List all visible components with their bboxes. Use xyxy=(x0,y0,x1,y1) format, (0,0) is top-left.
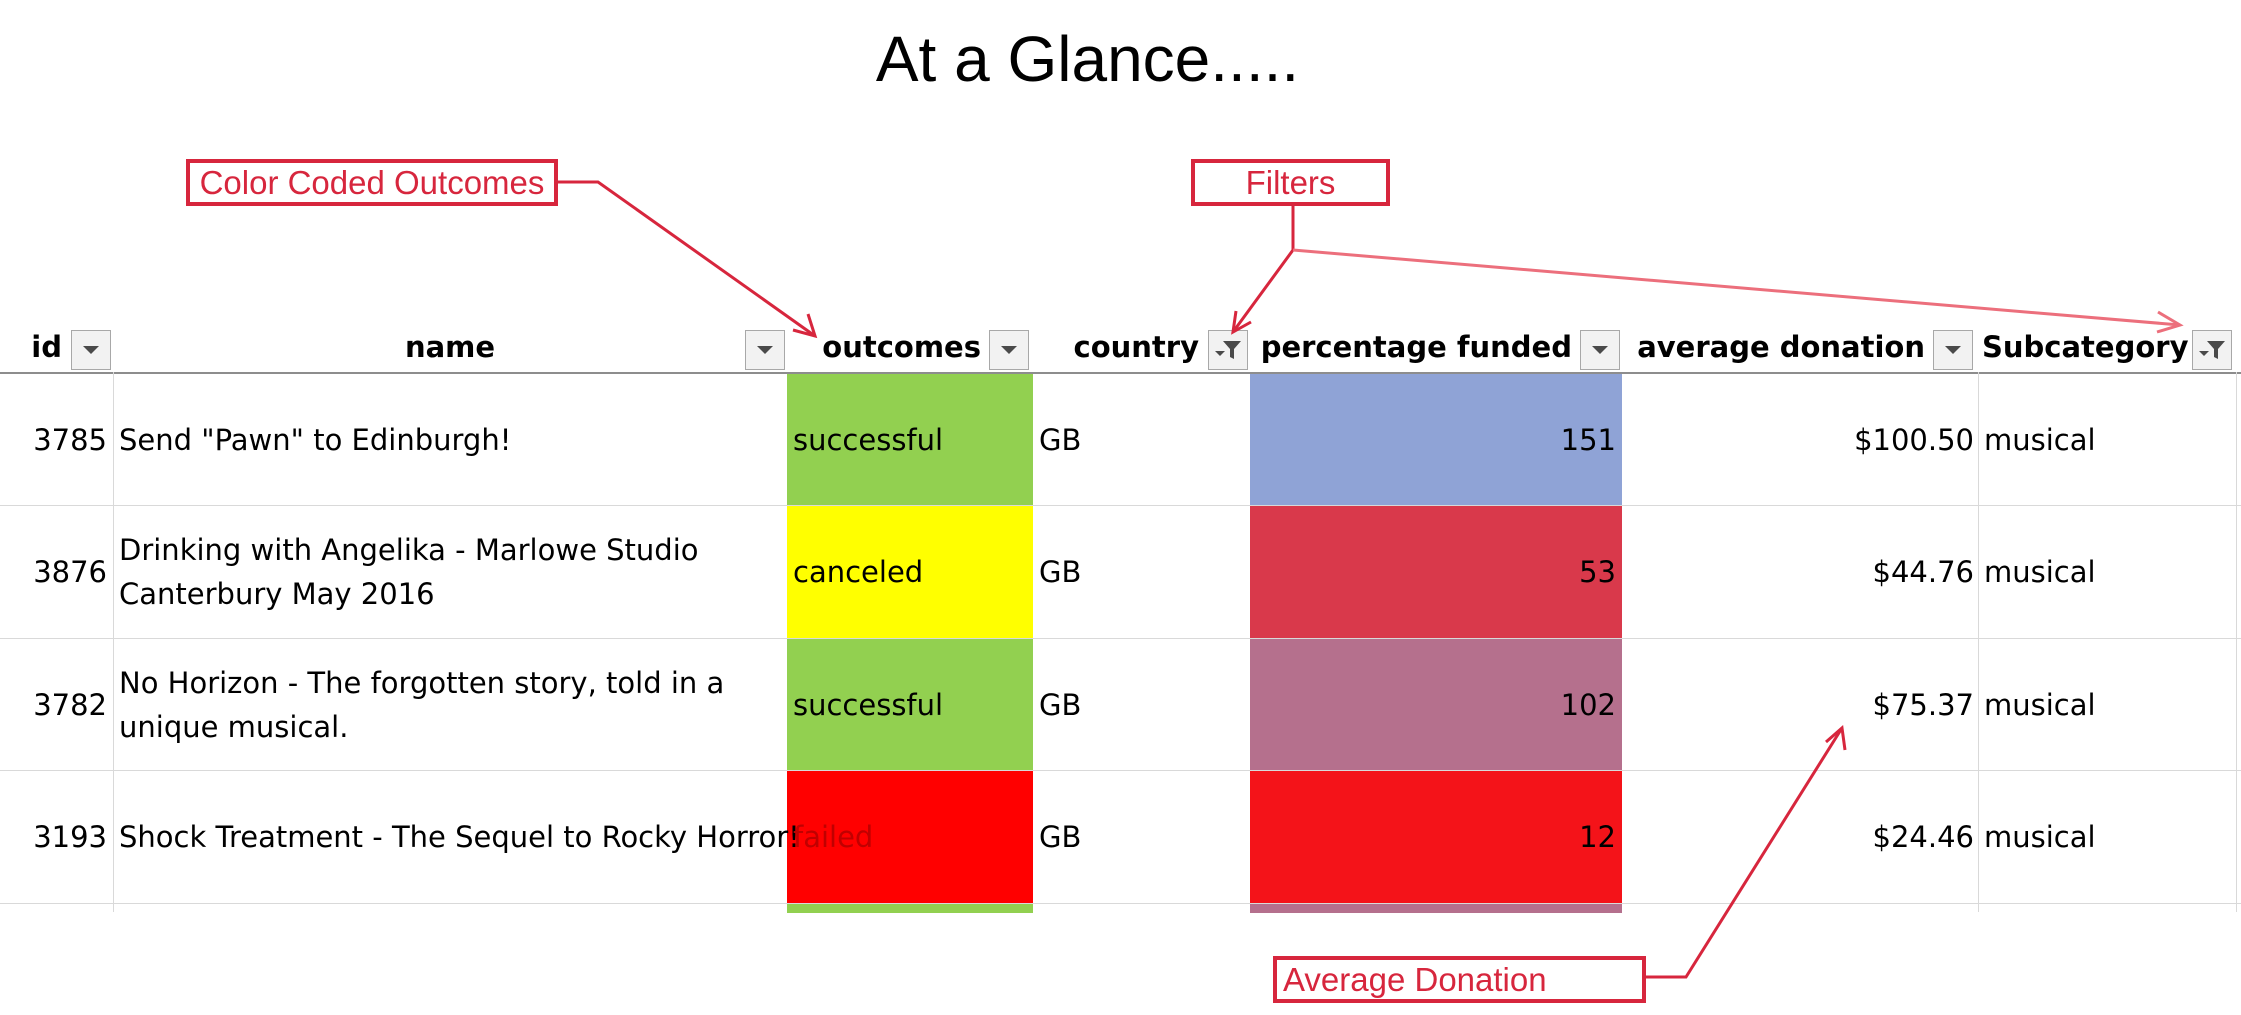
percentage-fill xyxy=(1250,506,1622,638)
row-divider xyxy=(0,505,2241,506)
cell-outcome: canceled xyxy=(793,555,924,589)
header-subcategory: Subcategory xyxy=(1982,330,2189,364)
cell-country: GB xyxy=(1039,820,1082,854)
cell-subcategory: musical xyxy=(1984,820,2096,854)
cell-average-donation: $24.46 xyxy=(1872,820,1974,854)
row-divider xyxy=(0,638,2241,639)
header-percentage-funded: percentage funded xyxy=(1260,330,1572,364)
cell-id: 3785 xyxy=(33,422,107,457)
row-divider xyxy=(0,903,2241,904)
filter-button-outcomes[interactable] xyxy=(989,330,1029,370)
cell-country: GB xyxy=(1039,422,1082,457)
header-name: name xyxy=(404,330,496,364)
row-divider xyxy=(0,770,2241,771)
arrow-average-donation xyxy=(1646,727,1844,979)
cell-name: No Horizon - The forgotten story, told i… xyxy=(119,665,725,744)
outcome-fill xyxy=(787,506,1033,638)
cell-name: Drinking with Angelika - Marlowe Studio C… xyxy=(119,533,699,611)
cell-subcategory: musical xyxy=(1984,422,2096,457)
dropdown-icon xyxy=(1001,346,1017,354)
cell-percentage-funded: 53 xyxy=(1579,555,1616,589)
cell-name: Send "Pawn" to Edinburgh! xyxy=(119,422,512,457)
percentage-fill xyxy=(1250,639,1622,770)
cell-percentage-funded: 151 xyxy=(1560,422,1616,457)
filter-active-icon xyxy=(1215,341,1241,359)
percentage-fill xyxy=(1250,374,1622,505)
percentage-fill-next-row xyxy=(1250,903,1622,913)
cell-country: GB xyxy=(1039,687,1082,722)
filter-button-country[interactable] xyxy=(1208,330,1248,370)
cell-id: 3193 xyxy=(33,820,107,854)
dropdown-icon xyxy=(757,346,773,354)
column-divider xyxy=(113,372,114,912)
cell-outcome: successful xyxy=(793,687,944,722)
header-average-donation: average donation xyxy=(1637,330,1925,364)
dropdown-icon xyxy=(83,346,99,354)
outcome-fill xyxy=(787,374,1033,505)
cell-country: GB xyxy=(1039,555,1082,589)
arrow-color-coded xyxy=(556,180,816,338)
filter-active-icon xyxy=(2199,341,2225,359)
cell-outcome: failed xyxy=(793,820,874,854)
arrow-filters-country xyxy=(1231,205,1295,333)
callout-average-donation: Average Donation xyxy=(1273,956,1646,1003)
callout-filters: Filters xyxy=(1191,159,1390,206)
outcome-fill xyxy=(787,639,1033,770)
column-divider xyxy=(1978,372,1979,912)
cell-percentage-funded: 102 xyxy=(1560,687,1616,722)
page-title: At a Glance..... xyxy=(875,23,1300,95)
cell-id: 3782 xyxy=(33,687,107,722)
cell-average-donation: $44.76 xyxy=(1872,555,1974,589)
cell-average-donation: $100.50 xyxy=(1854,422,1974,457)
filter-button-subcategory[interactable] xyxy=(2192,330,2232,370)
cell-id: 3876 xyxy=(33,555,107,589)
header-id: id xyxy=(31,330,62,364)
cell-average-donation: $75.37 xyxy=(1872,687,1974,722)
filter-button-average-donation[interactable] xyxy=(1933,330,1973,370)
column-divider xyxy=(2236,372,2237,912)
dropdown-icon xyxy=(1945,346,1961,354)
arrow-filters-subcategory xyxy=(1292,248,2181,327)
cell-name: Shock Treatment - The Sequel to Rocky Ho… xyxy=(119,820,800,854)
filter-button-name[interactable] xyxy=(745,330,785,370)
outcome-fill xyxy=(787,771,1033,903)
dropdown-icon xyxy=(1592,346,1608,354)
cell-percentage-funded: 12 xyxy=(1579,820,1616,854)
header-country: country xyxy=(1073,330,1199,364)
filter-button-percentage-funded[interactable] xyxy=(1580,330,1620,370)
header-outcomes: outcomes xyxy=(822,330,981,364)
percentage-fill xyxy=(1250,771,1622,903)
header-underline xyxy=(0,372,2241,374)
filter-button-id[interactable] xyxy=(71,330,111,370)
outcome-fill-next-row xyxy=(787,903,1033,913)
cell-subcategory: musical xyxy=(1984,555,2096,589)
callout-color-coded-outcomes: Color Coded Outcomes xyxy=(186,159,558,206)
cell-outcome: successful xyxy=(793,422,944,457)
cell-subcategory: musical xyxy=(1984,687,2096,722)
